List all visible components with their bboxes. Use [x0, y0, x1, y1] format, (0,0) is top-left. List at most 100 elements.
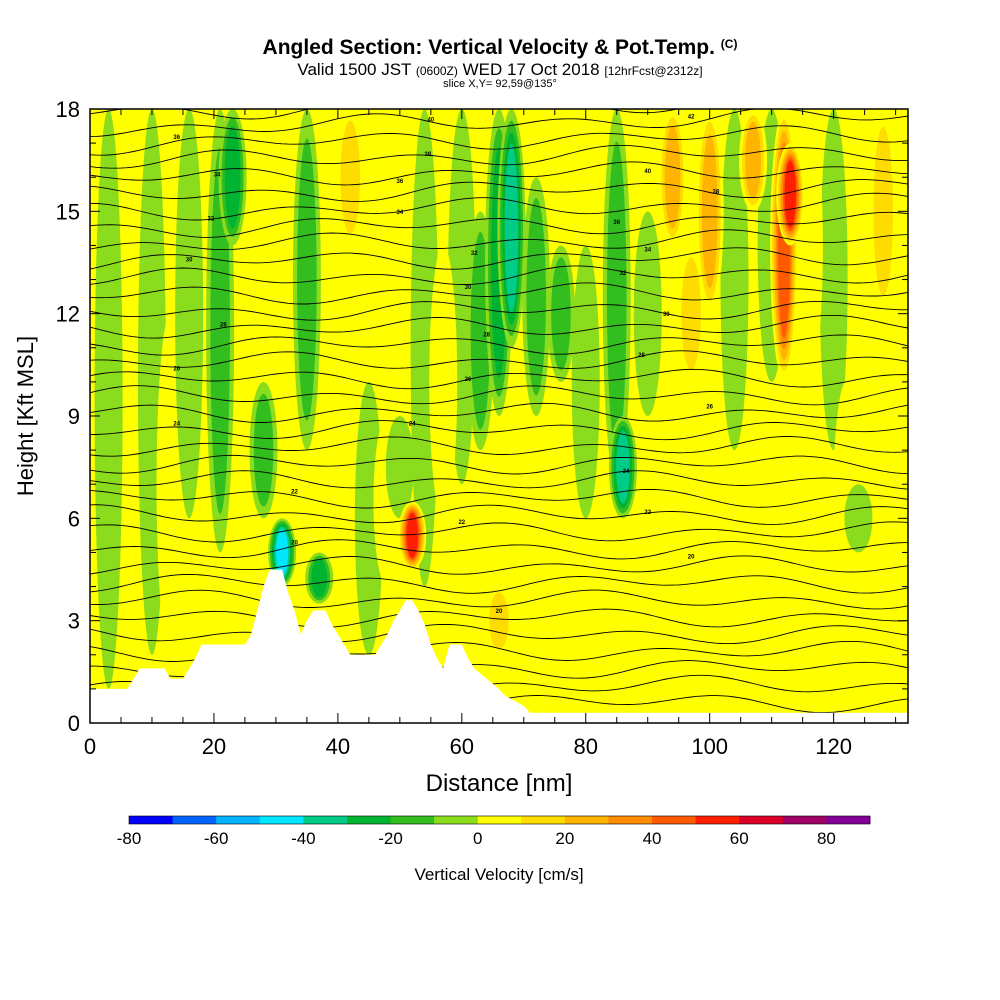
isentrope-line	[90, 350, 908, 369]
isentrope-line	[90, 608, 908, 628]
colorbar-swatch	[172, 816, 217, 824]
velocity-cell	[410, 109, 439, 587]
colorbar-tick-label: 0	[473, 829, 482, 848]
isentrope-label: 34	[397, 210, 404, 216]
colorbar-border	[128, 815, 871, 825]
velocity-band	[340, 120, 361, 234]
velocity-band	[844, 484, 873, 553]
velocity-cell	[584, 518, 613, 689]
isentrope-label: 40	[644, 169, 651, 175]
isentrope-line	[90, 192, 908, 221]
velocity-cell	[844, 484, 873, 553]
colorbar-label: Vertical Velocity [cm/s]	[414, 865, 583, 884]
isentrope-line	[90, 265, 908, 285]
colorbar-swatch	[303, 816, 348, 824]
velocity-cell	[336, 109, 365, 246]
colorbar-swatch	[390, 816, 435, 824]
isentrope-label: 24	[409, 421, 416, 427]
isentrope-label: 22	[644, 510, 651, 516]
velocity-band	[406, 512, 418, 558]
colorbar-swatch	[782, 816, 827, 824]
isentrope-label: 28	[220, 322, 227, 328]
isentrope-line	[90, 420, 908, 441]
velocity-cell	[292, 109, 321, 451]
x-tick-label: 40	[326, 734, 350, 759]
velocity-band	[504, 144, 519, 313]
colorbar-swatch	[695, 816, 740, 824]
velocity-band	[323, 177, 352, 621]
velocity-band	[551, 257, 571, 371]
colorbar-swatch	[346, 816, 391, 824]
velocity-cell	[429, 245, 458, 519]
isentrope-line	[90, 521, 908, 543]
isentrope-line	[90, 161, 908, 186]
velocity-band	[701, 134, 718, 289]
colorbar-swatch	[259, 816, 304, 824]
colorbar-swatch	[608, 816, 653, 824]
velocity-cell	[94, 109, 123, 689]
velocity-band	[832, 381, 861, 689]
colorbar-swatch	[216, 816, 261, 824]
velocity-band	[745, 121, 761, 199]
isentrope-label: 22	[291, 490, 298, 496]
velocity-band	[94, 109, 123, 689]
velocity-band	[193, 518, 222, 638]
potential-temperature-contours	[90, 109, 908, 714]
isentrope-line	[90, 229, 908, 251]
colorbar-tick-label: 60	[730, 829, 749, 848]
velocity-cell	[485, 586, 513, 655]
isentrope-line	[90, 211, 908, 238]
isentrope-line	[90, 109, 680, 120]
y-tick-label: 6	[68, 506, 80, 531]
isentrope-label: 30	[186, 258, 193, 264]
y-tick-label: 12	[56, 302, 80, 327]
velocity-cell	[385, 416, 414, 519]
isentrope-label: 20	[291, 541, 298, 547]
isentrope-label: 26	[465, 377, 472, 383]
velocity-band	[819, 109, 848, 451]
velocity-cell	[546, 245, 575, 382]
x-tick-label: 80	[574, 734, 598, 759]
velocity-band	[275, 529, 289, 576]
velocity-cell	[323, 177, 352, 621]
isentrope-line	[90, 573, 908, 594]
isentrope-label: 30	[465, 285, 472, 291]
isentrope-label: 20	[688, 554, 695, 560]
velocity-cell	[677, 245, 706, 382]
isentrope-label: 38	[713, 189, 720, 195]
velocity-cell	[739, 109, 768, 212]
isentrope-label: 40	[427, 118, 434, 124]
velocity-band	[526, 197, 546, 396]
velocity-cell	[646, 518, 675, 689]
velocity-cell	[354, 381, 383, 655]
velocity-cell	[398, 501, 427, 570]
isentrope-label: 34	[644, 247, 651, 253]
isentrope-line	[90, 125, 908, 156]
velocity-band	[681, 257, 701, 371]
velocity-cell	[571, 245, 600, 519]
x-tick-label: 100	[691, 734, 728, 759]
isentrope-line	[90, 144, 908, 169]
colorbar-tick-label: -80	[117, 829, 142, 848]
colorbar-swatch	[129, 816, 173, 824]
isentrope-label: 26	[706, 404, 713, 410]
colorbar-tick-label: -60	[204, 829, 229, 848]
velocity-band	[633, 211, 662, 416]
isentrope-line	[90, 436, 908, 457]
isentrope-label: 30	[663, 312, 670, 318]
isentrope-line	[90, 179, 908, 202]
isentrope-label: 22	[458, 520, 465, 526]
velocity-band	[873, 126, 893, 296]
y-axis-label: Height [Kft MSL]	[13, 336, 38, 496]
colorbar-swatch	[521, 816, 566, 824]
colorbar-tick-label: 40	[643, 829, 662, 848]
velocity-band	[253, 393, 274, 507]
isentrope-label: 36	[173, 135, 180, 141]
y-tick-label: 9	[68, 404, 80, 429]
velocity-band	[210, 147, 230, 515]
x-tick-label: 120	[815, 734, 852, 759]
velocity-band	[175, 109, 204, 519]
isentrope-label: 24	[173, 421, 180, 427]
